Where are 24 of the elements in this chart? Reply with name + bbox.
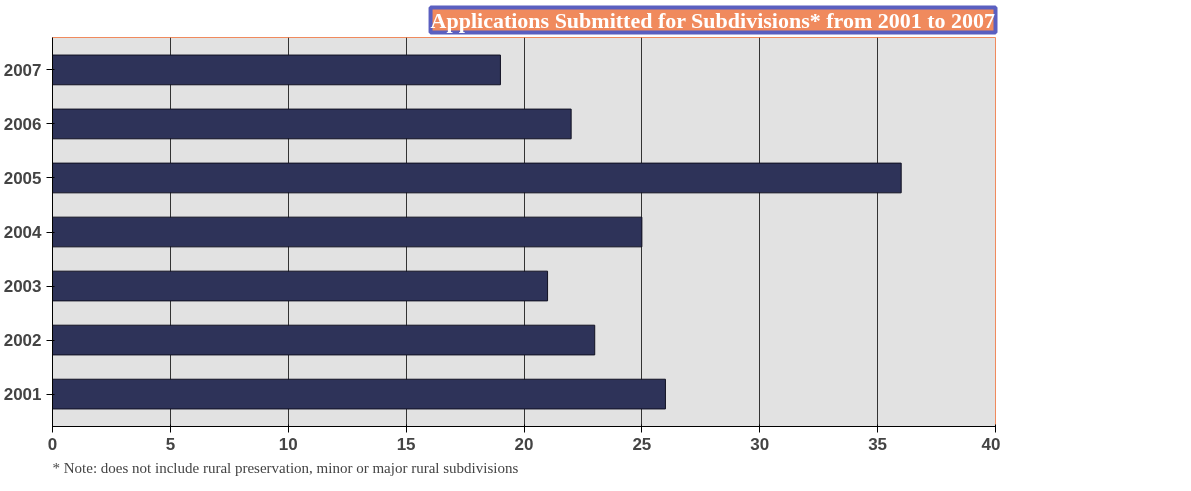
- text: * Note: does not include rural preservation, minor or major rural subdivisions: [52, 459, 519, 476]
- bar: [52, 270, 549, 302]
- y-tick-label: 2001: [3, 385, 42, 405]
- y-tick-label: 2004: [3, 223, 43, 242]
- x-tick-label: 40: [981, 434, 1001, 454]
- bar: [52, 324, 596, 356]
- x-tick-label: 35: [868, 434, 888, 454]
- bar: [52, 378, 666, 410]
- x-tick-label: 5: [165, 434, 176, 454]
- x-tick-label: 0: [47, 434, 58, 454]
- bar: [52, 54, 501, 86]
- x-tick-label: 15: [396, 434, 416, 454]
- bar: [52, 216, 643, 248]
- bar: [52, 162, 902, 194]
- x-tick-label: 10: [278, 434, 298, 454]
- y-tick-label: 2003: [3, 277, 42, 297]
- x-tick-label: 30: [750, 434, 770, 454]
- bar: [52, 108, 572, 140]
- x-tick-label: 25: [632, 434, 652, 454]
- x-tick-label: 20: [514, 434, 534, 454]
- y-tick-label: 2007: [3, 60, 42, 80]
- y-tick-label: 2002: [3, 331, 42, 351]
- y-tick-label: 2006: [3, 114, 42, 134]
- y-tick-label: 2005: [3, 168, 42, 188]
